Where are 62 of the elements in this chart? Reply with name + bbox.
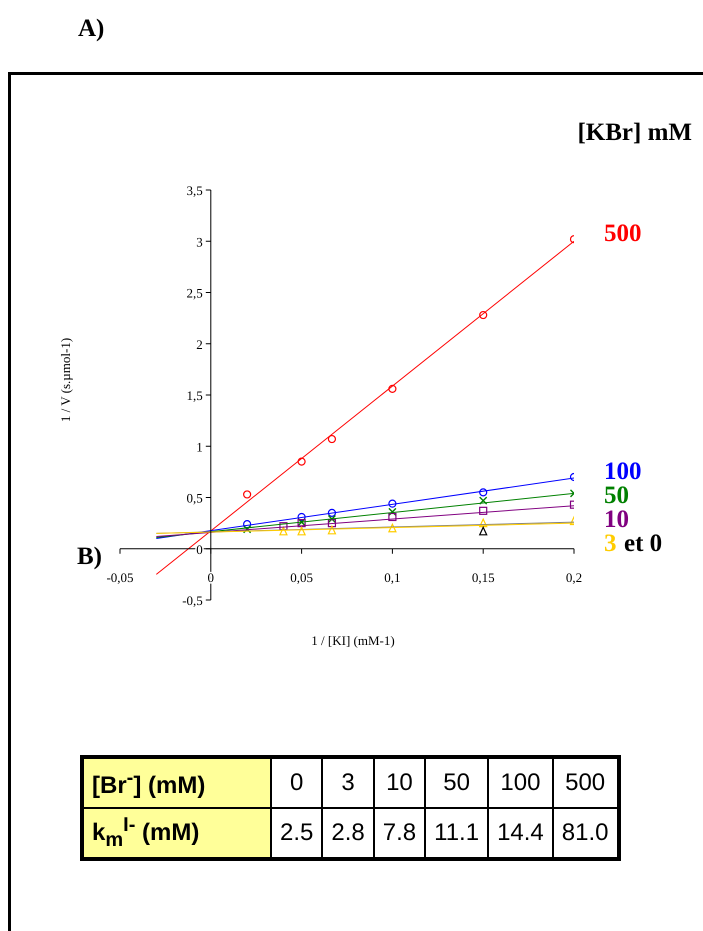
y-tick-label: 2 [196,336,203,352]
text: B) [77,543,102,570]
point [479,310,488,320]
category-label: 0 [271,757,322,808]
text: k$_{m}$$^{I-}$ (mM) [82,808,271,859]
point [328,514,336,524]
point [328,519,336,528]
text: et 0 [624,530,662,557]
category-label: 100 [488,757,553,808]
series-label: 50 [604,482,629,509]
x-tick-label: 0,2 [566,570,582,585]
y-tick-label: -0,5 [182,593,203,608]
category-label: 500 [552,757,618,808]
text: [Br$^{-}$] (mM) [82,757,271,808]
data-label: 11.1 [425,808,488,859]
x-tick-label: -0,05 [106,570,134,585]
x-tick-label: 0,1 [384,570,401,585]
data-label: 2.5 [271,808,322,859]
data-label: 81.0 [552,808,618,859]
point [479,496,488,505]
point [298,458,306,466]
legend-title: [KBr] mM [577,119,692,146]
y-tick-label: 1 [196,439,203,454]
point [328,434,336,444]
data-label: 2.8 [322,808,374,859]
y-tick-label: 2,5 [186,286,203,300]
point [388,384,396,393]
y-axis-title: 1 / V (s.µmol-1) [58,338,73,422]
point [479,488,488,496]
category-label: 10 [374,757,426,808]
point [328,508,336,517]
data-label: 7.8 [374,808,426,859]
y-tick-label: 1,5 [186,388,203,403]
point [243,490,252,499]
category-label: 50 [425,757,488,808]
y-tick-label: 0,5 [186,490,203,506]
series-label: 3 [604,530,616,557]
point [388,512,396,522]
point [298,512,306,522]
point [279,522,288,530]
point [388,500,396,508]
point [328,526,336,534]
data-label: 14.4 [488,808,553,859]
category-label: 3 [322,757,374,808]
series-label: 10 [604,506,629,533]
point [479,506,488,515]
point [298,526,306,536]
point [388,524,396,532]
x-axis-title: 1 / [KI] (mM-1) [311,633,395,648]
series-label: 500 [604,220,642,248]
point [479,518,488,528]
point [243,520,252,528]
series-label: 100 [604,458,642,485]
text: A) [78,15,104,42]
point [279,526,288,536]
point [242,525,252,534]
point [479,526,488,536]
x-tick-label: 0,05 [290,570,313,585]
point [388,508,397,516]
y-tick-label: 3,5 [186,183,203,198]
y-tick-label: 3 [196,234,203,250]
x-tick-label: 0,15 [472,570,495,585]
